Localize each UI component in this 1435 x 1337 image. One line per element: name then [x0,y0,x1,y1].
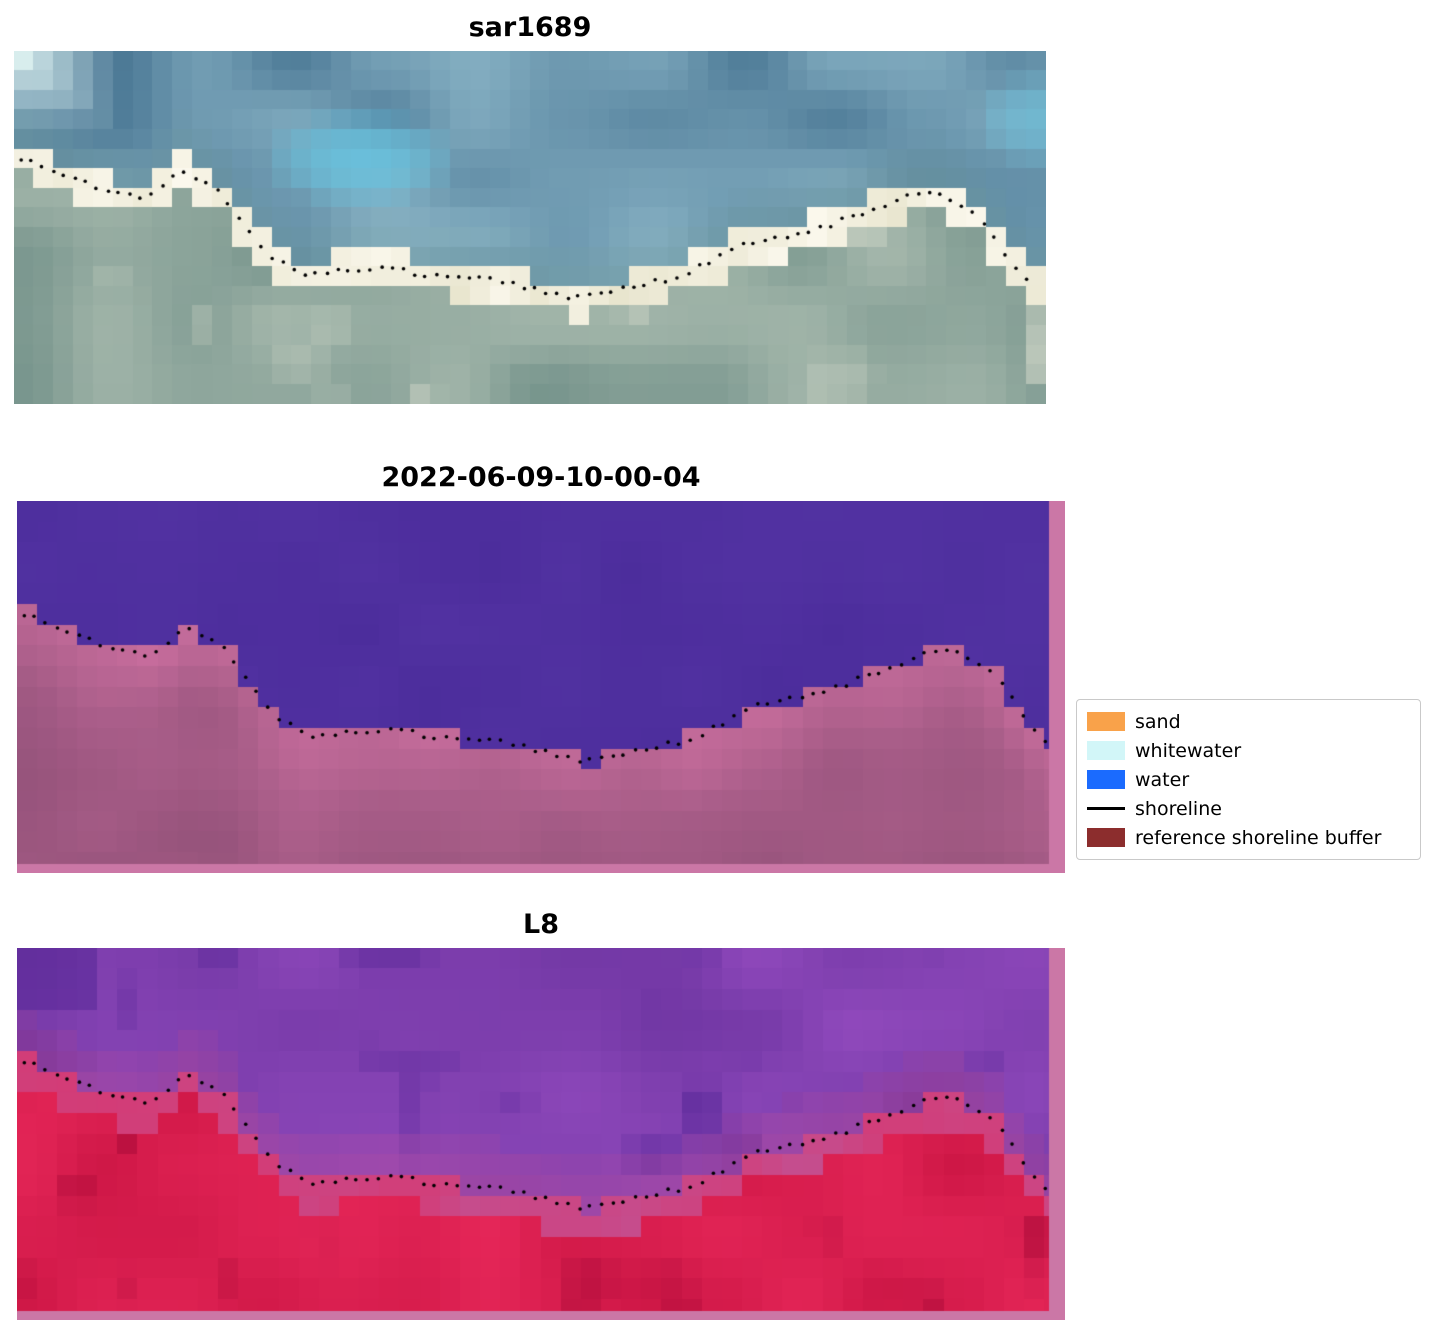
legend: sand whitewater water shoreline referenc… [1076,699,1421,860]
legend-label-water: water [1135,768,1190,791]
legend-item-whitewater: whitewater [1087,736,1410,765]
legend-item-sand: sand [1087,707,1410,736]
shoreline-line-swatch [1087,807,1125,810]
panel-title-l8: L8 [523,909,559,940]
sand-swatch [1087,712,1125,731]
classified-image [17,501,1065,873]
panel-title-sar1689: sar1689 [468,12,592,43]
panel-sar1689: sar1689 [14,8,1046,404]
sar-satellite-image [14,51,1046,404]
legend-item-water: water [1087,765,1410,794]
legend-item-reference-buffer: reference shoreline buffer [1087,823,1410,852]
legend-label-sand: sand [1135,710,1181,733]
l8-image [17,948,1065,1320]
panel-classified: 2022-06-09-10-00-04 [17,458,1065,873]
legend-label-reference-buffer: reference shoreline buffer [1135,826,1382,849]
legend-label-whitewater: whitewater [1135,739,1242,762]
reference-buffer-swatch [1087,828,1125,847]
water-swatch [1087,770,1125,789]
legend-item-shoreline: shoreline [1087,794,1410,823]
whitewater-swatch [1087,741,1125,760]
panel-l8: L8 [17,905,1065,1320]
legend-label-shoreline: shoreline [1135,797,1222,820]
panel-title-classified: 2022-06-09-10-00-04 [381,462,701,493]
